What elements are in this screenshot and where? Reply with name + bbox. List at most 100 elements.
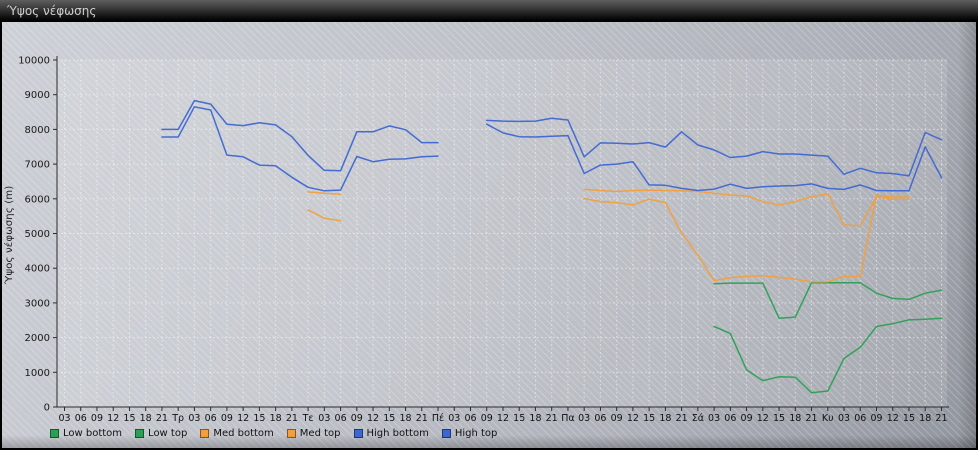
legend-item-med-top: Med top [286,427,341,439]
svg-text:06: 06 [335,413,347,424]
svg-text:12: 12 [887,413,899,424]
legend-marker-high-top [441,428,451,438]
svg-text:09: 09 [351,413,363,424]
svg-text:2000: 2000 [25,333,50,344]
svg-text:21: 21 [546,413,558,424]
svg-text:4000: 4000 [25,264,50,275]
legend-marker-low-top [135,428,145,438]
svg-text:15: 15 [383,413,395,424]
legend-label-med-bottom: Med bottom [213,427,274,439]
svg-text:12: 12 [757,413,769,424]
svg-text:7000: 7000 [25,160,50,171]
svg-text:Πέ: Πέ [432,413,444,424]
legend-marker-low-bottom [50,428,59,438]
y-tick-labels: 0 1000 2000 3000 4000 5000 6000 7000 8000 9000 100… [18,56,57,414]
svg-text:18: 18 [529,413,541,424]
svg-text:03: 03 [188,413,200,424]
series-low-bottom [713,317,943,394]
legend-item-high-bottom: High bottom [353,427,429,439]
svg-text:15: 15 [903,413,915,424]
svg-text:09: 09 [870,413,882,424]
svg-text:06: 06 [724,413,736,424]
svg-text:06: 06 [854,413,866,424]
chart-legend: Low bottom Low top Med bottom Med top High b… [50,426,497,440]
svg-text:3000: 3000 [25,298,50,309]
svg-text:06: 06 [594,413,606,424]
svg-text:Τρ: Τρ [171,413,184,424]
legend-item-low-bottom: Low bottom [50,428,122,439]
svg-text:10000: 10000 [18,56,50,67]
legend-label-low-top: Low top [148,427,188,439]
legend-marker-high-bottom [353,428,363,438]
x-tick-labels: 03 06 09 12 15 18 21 Τρ 03 06 09 12 15 18 21 Τε 03 06 09 12… [58,407,948,424]
series-high-top [161,99,943,177]
svg-text:0: 0 [44,403,50,414]
svg-text:18: 18 [919,413,931,424]
svg-text:21: 21 [935,413,947,424]
window-title-bar[interactable]: Ύψος νέφωσης [0,0,978,22]
svg-text:8000: 8000 [25,125,50,136]
svg-text:21: 21 [156,413,168,424]
svg-text:21: 21 [286,413,298,424]
svg-text:09: 09 [221,413,233,424]
svg-text:09: 09 [741,413,753,424]
series-med-top [307,188,910,227]
svg-text:18: 18 [789,413,801,424]
svg-text:9000: 9000 [25,90,50,101]
svg-text:18: 18 [399,413,411,424]
svg-text:12: 12 [627,413,639,424]
cloud-height-chart: 0 1000 2000 3000 4000 5000 6000 7000 8000 9000 100… [18,56,949,424]
svg-text:06: 06 [75,413,87,424]
svg-text:09: 09 [611,413,623,424]
y-axis-label: Ύψος νέφωσης (m) [4,185,15,285]
svg-text:12: 12 [367,413,379,424]
chart-area: 0 1000 2000 3000 4000 5000 6000 7000 8000 9000 100… [2,22,976,448]
svg-text:03: 03 [708,413,720,424]
svg-text:21: 21 [676,413,688,424]
svg-text:15: 15 [513,413,525,424]
svg-text:Σά: Σά [692,413,704,424]
svg-text:5000: 5000 [25,229,50,240]
svg-text:09: 09 [91,413,103,424]
svg-text:15: 15 [253,413,265,424]
grid-vertical [64,60,942,407]
series-low-top [713,282,943,319]
legend-item-low-top: Low top [135,428,187,439]
svg-text:18: 18 [270,413,282,424]
legend-item-high-top: High top [441,427,498,439]
svg-text:18: 18 [659,413,671,424]
svg-text:1000: 1000 [25,368,50,379]
svg-text:06: 06 [205,413,217,424]
legend-item-med-bottom: Med bottom [200,427,274,439]
svg-text:12: 12 [237,413,249,424]
series-high-bottom [161,106,943,192]
svg-text:09: 09 [481,413,493,424]
axes [55,56,949,408]
svg-text:Κυ: Κυ [822,413,834,424]
legend-label-med-top: Med top [299,427,341,439]
svg-text:15: 15 [123,413,135,424]
window-title: Ύψος νέφωσης [7,4,97,18]
series-med-bottom [307,194,910,283]
svg-text:03: 03 [838,413,850,424]
svg-text:6000: 6000 [25,194,50,205]
svg-text:15: 15 [643,413,655,424]
svg-text:Πα: Πα [561,413,574,424]
svg-text:Τε: Τε [302,413,314,424]
legend-label-high-bottom: High bottom [366,427,429,439]
svg-text:12: 12 [497,413,509,424]
svg-text:03: 03 [448,413,460,424]
legend-label-high-top: High top [454,427,498,439]
legend-marker-med-bottom [200,428,210,438]
grid-horizontal [57,59,947,373]
svg-text:03: 03 [58,413,70,424]
svg-text:03: 03 [578,413,590,424]
svg-text:12: 12 [107,413,119,424]
svg-text:15: 15 [773,413,785,424]
svg-text:06: 06 [464,413,476,424]
svg-text:21: 21 [416,413,428,424]
svg-text:18: 18 [140,413,152,424]
svg-text:03: 03 [318,413,330,424]
legend-marker-med-top [286,428,296,438]
svg-text:21: 21 [805,413,817,424]
